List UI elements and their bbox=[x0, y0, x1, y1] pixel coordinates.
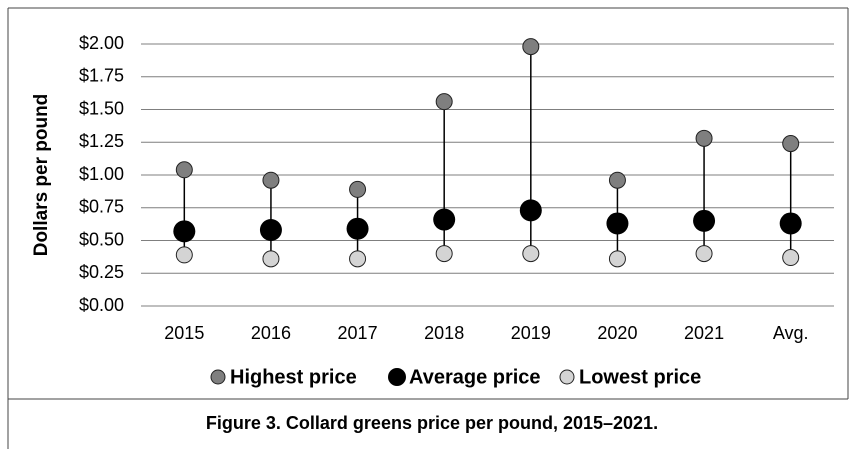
x-tick-label: 2021 bbox=[684, 323, 724, 343]
dot bbox=[349, 180, 367, 198]
dot bbox=[519, 199, 542, 222]
dot bbox=[175, 246, 193, 264]
dot bbox=[435, 245, 453, 263]
dot bbox=[433, 208, 456, 231]
x-tick-label: 2019 bbox=[511, 323, 551, 343]
y-tick-label: $1.00 bbox=[79, 164, 124, 184]
dot bbox=[349, 250, 367, 268]
dot bbox=[435, 93, 453, 111]
x-tick-label: 2015 bbox=[164, 323, 204, 343]
y-tick-label: $1.50 bbox=[79, 98, 124, 118]
y-axis-title: Dollars per pound bbox=[31, 94, 52, 257]
y-tick-label: $1.75 bbox=[79, 66, 124, 86]
y-tick-label: $0.25 bbox=[79, 262, 124, 282]
dot bbox=[175, 161, 193, 179]
legend-label: Highest price bbox=[230, 366, 357, 388]
dot bbox=[608, 171, 626, 189]
legend-marker bbox=[388, 368, 406, 386]
x-tick-label: 2017 bbox=[338, 323, 378, 343]
x-tick-label: 2020 bbox=[597, 323, 637, 343]
dot bbox=[259, 219, 282, 242]
dot bbox=[695, 245, 713, 263]
legend-marker bbox=[559, 369, 575, 385]
dot bbox=[173, 220, 196, 243]
legend-label: Lowest price bbox=[579, 366, 701, 388]
y-tick-label: $0.50 bbox=[79, 229, 124, 249]
dot bbox=[606, 212, 629, 235]
y-tick-label: $0.00 bbox=[79, 295, 124, 315]
dot bbox=[693, 209, 716, 232]
dot bbox=[779, 212, 802, 235]
dot bbox=[262, 171, 280, 189]
dot bbox=[522, 38, 540, 56]
caption: Figure 3. Collard greens price per pound… bbox=[206, 413, 658, 433]
dot bbox=[782, 135, 800, 153]
dot bbox=[608, 250, 626, 268]
y-tick-label: $1.25 bbox=[79, 131, 124, 151]
legend-marker bbox=[210, 369, 226, 385]
dot bbox=[262, 250, 280, 268]
dot bbox=[346, 217, 369, 240]
dot bbox=[695, 129, 713, 147]
dot bbox=[782, 249, 800, 267]
x-tick-label: Avg. bbox=[773, 323, 809, 343]
y-tick-label: $0.75 bbox=[79, 197, 124, 217]
x-tick-label: 2016 bbox=[251, 323, 291, 343]
legend-label: Average price bbox=[409, 366, 541, 388]
y-tick-label: $2.00 bbox=[79, 33, 124, 53]
x-tick-label: 2018 bbox=[424, 323, 464, 343]
dot bbox=[522, 245, 540, 263]
